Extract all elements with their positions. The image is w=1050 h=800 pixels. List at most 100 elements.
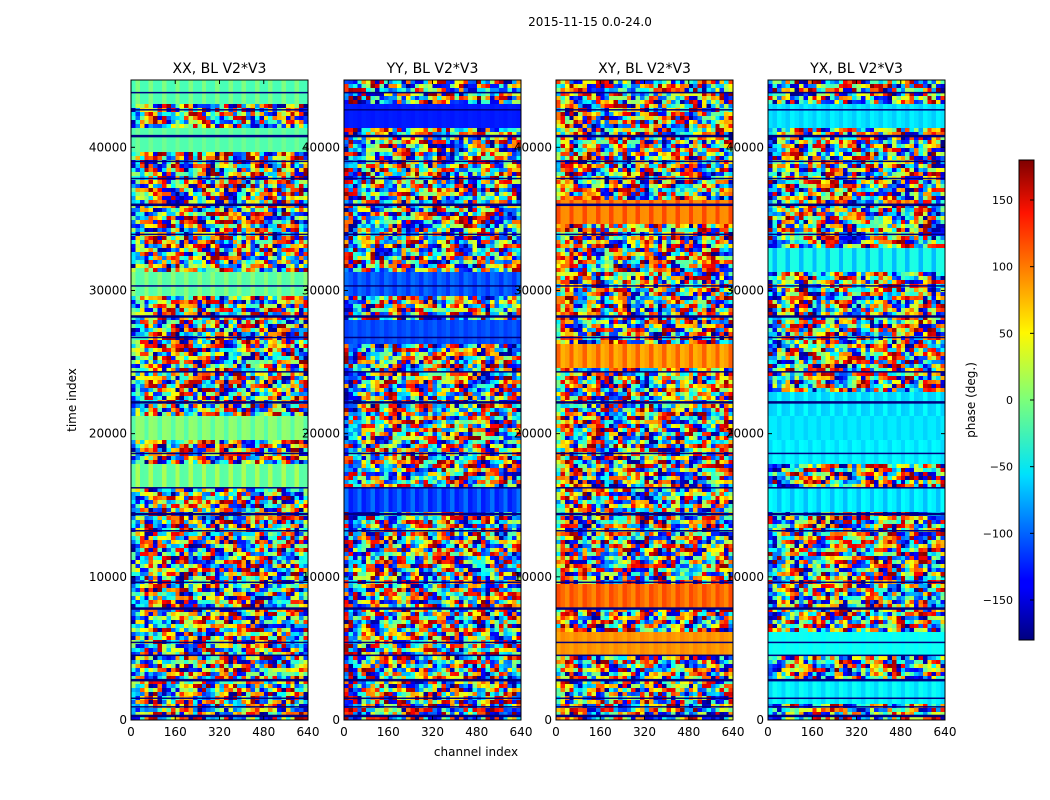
flagged-row — [556, 641, 733, 644]
flagged-row — [556, 706, 733, 708]
flagged-row — [556, 315, 733, 318]
colorbar-tick-label: 50 — [999, 327, 1013, 340]
flagged-row — [768, 607, 945, 610]
flagged-row — [131, 678, 308, 682]
flagged-row — [131, 160, 308, 163]
flagged-row — [556, 233, 733, 236]
flagged-row — [768, 109, 945, 111]
flagged-row — [556, 581, 733, 584]
colorbar-tick-label: −100 — [983, 527, 1013, 540]
flagged-row — [768, 581, 945, 584]
colorbar-tick-label: 100 — [992, 261, 1013, 274]
y-tick-label: 10000 — [726, 570, 764, 584]
y-tick-label: 10000 — [514, 570, 552, 584]
panel-title: YX, BL V2*V3 — [809, 61, 903, 77]
x-tick-label: 160 — [164, 725, 187, 739]
x-tick-label: 160 — [801, 725, 824, 739]
flagged-row — [344, 233, 521, 236]
flagged-row — [344, 530, 521, 532]
y-tick-label: 10000 — [89, 570, 127, 584]
flagged-row — [556, 512, 733, 516]
y-tick-label: 20000 — [89, 427, 127, 441]
flagged-row — [556, 285, 733, 287]
flagged-row — [344, 315, 521, 318]
flagged-row — [344, 203, 521, 207]
flagged-row — [556, 134, 733, 138]
flagged-row — [768, 678, 945, 682]
flagged-row — [556, 530, 733, 532]
panel-title: XX, BL V2*V3 — [173, 61, 267, 77]
flagged-row — [768, 512, 945, 516]
flagged-row — [344, 714, 521, 718]
flagged-row — [131, 697, 308, 700]
flagged-row — [131, 336, 308, 339]
flagged-row — [344, 336, 521, 339]
flagged-row — [131, 487, 308, 489]
x-tick-label: 160 — [377, 725, 400, 739]
flagged-row — [344, 512, 521, 516]
flagged-row — [556, 160, 733, 163]
flagged-row — [556, 487, 733, 489]
flagged-row — [131, 512, 308, 516]
x-tick-label: 0 — [127, 725, 135, 739]
flagged-row — [556, 203, 733, 207]
y-tick-label: 0 — [756, 713, 764, 727]
flagged-row — [131, 233, 308, 236]
x-tick-label: 480 — [465, 725, 488, 739]
flagged-row — [344, 134, 521, 138]
y-tick-label: 20000 — [726, 427, 764, 441]
y-tick-label: 30000 — [726, 283, 764, 297]
flagged-row — [556, 336, 733, 339]
flagged-row — [556, 177, 733, 180]
flagged-row — [131, 134, 308, 138]
panel-2: XY, BL V2*V3 0 160 320 480 640 0 10000 20000 3000… — [514, 61, 745, 739]
flagged-row — [556, 371, 733, 373]
flagged-row — [768, 641, 945, 644]
flagged-row — [131, 654, 308, 657]
flagged-row — [131, 452, 308, 455]
y-tick-label: 40000 — [514, 140, 552, 154]
flagged-row — [768, 233, 945, 236]
flagged-row — [131, 109, 308, 111]
y-tick-label: 0 — [332, 713, 340, 727]
x-tick-label: 0 — [764, 725, 772, 739]
phase-heatmap — [768, 80, 945, 720]
flagged-row — [131, 581, 308, 584]
flagged-row — [556, 697, 733, 700]
flagged-row — [768, 285, 945, 287]
flagged-row — [131, 401, 308, 404]
flagged-row — [131, 371, 308, 373]
flagged-row — [768, 160, 945, 163]
x-tick-label: 640 — [510, 725, 533, 739]
panel-title: YY, BL V2*V3 — [386, 61, 479, 77]
colorbar: −150 −100 −50 0 50 100 150 phase (deg.) — [964, 159, 1035, 641]
panel-0: XX, BL V2*V3 0 160 320 480 640 0 10000 20000 3000… — [89, 61, 320, 739]
panels: XX, BL V2*V3 0 160 320 480 640 0 10000 20000 3000… — [89, 61, 957, 739]
flagged-row — [768, 91, 945, 94]
flagged-row — [131, 203, 308, 207]
panel-3: YX, BL V2*V3 0 160 320 480 640 0 10000 20000 3000… — [726, 61, 957, 739]
flagged-row — [344, 371, 521, 373]
flagged-row — [768, 487, 945, 489]
y-tick-label: 40000 — [89, 140, 127, 154]
colorbar-tick-label: −50 — [990, 461, 1013, 474]
flagged-row — [131, 641, 308, 644]
flagged-row — [344, 91, 521, 94]
y-tick-label: 30000 — [514, 283, 552, 297]
flagged-row — [768, 654, 945, 657]
y-axis-label: time index — [65, 368, 79, 432]
flagged-row — [344, 109, 521, 111]
flagged-row — [344, 706, 521, 708]
flagged-row — [768, 697, 945, 700]
flagged-row — [556, 109, 733, 111]
flagged-row — [768, 714, 945, 718]
flagged-row — [768, 706, 945, 708]
x-tick-label: 480 — [677, 725, 700, 739]
x-tick-label: 320 — [845, 725, 868, 739]
flagged-row — [131, 315, 308, 318]
y-tick-label: 20000 — [514, 427, 552, 441]
flagged-row — [344, 678, 521, 682]
flagged-row — [768, 177, 945, 180]
flagged-row — [556, 678, 733, 682]
